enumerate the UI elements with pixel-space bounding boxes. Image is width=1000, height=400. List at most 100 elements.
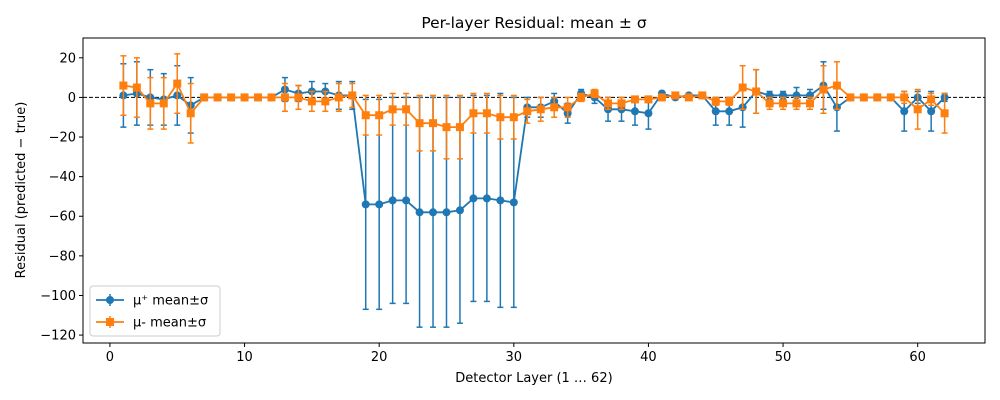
data-point xyxy=(738,83,747,92)
data-point xyxy=(886,93,895,102)
data-point xyxy=(859,93,868,102)
data-point xyxy=(577,93,586,102)
data-point xyxy=(240,93,249,102)
x-tick-label: 30 xyxy=(506,350,523,365)
data-point xyxy=(415,208,424,217)
legend-item-1: μ⁺ mean±σ xyxy=(96,294,208,309)
data-point xyxy=(280,93,289,102)
data-point xyxy=(792,99,801,108)
y-tick-label: 0 xyxy=(68,91,76,106)
plot-frame xyxy=(82,37,986,344)
data-point xyxy=(455,206,464,215)
legend-marker xyxy=(106,296,114,304)
y-tick-label: −120 xyxy=(40,329,76,344)
axes: 0 10 20 30 40 50 60 20 0 −20 −40 −60 −80 −100 −120 xyxy=(40,51,926,365)
data-point xyxy=(779,99,788,108)
data-point xyxy=(644,109,653,118)
data-point xyxy=(227,93,236,102)
data-point xyxy=(348,91,357,100)
data-point xyxy=(711,107,720,116)
data-point xyxy=(402,105,411,114)
data-point xyxy=(375,111,384,120)
data-point xyxy=(173,79,182,88)
data-point xyxy=(765,99,774,108)
data-point xyxy=(563,103,572,112)
y-tick-label: −20 xyxy=(49,131,76,146)
data-point xyxy=(186,109,195,118)
data-point xyxy=(536,105,545,114)
x-tick-label: 20 xyxy=(371,350,388,365)
x-tick-label: 40 xyxy=(640,350,657,365)
data-point xyxy=(469,194,478,203)
data-point xyxy=(900,107,909,116)
data-point xyxy=(509,198,518,207)
x-tick-label: 60 xyxy=(909,350,926,365)
data-point xyxy=(119,81,128,90)
data-point xyxy=(388,105,397,114)
y-tick-label: −40 xyxy=(49,170,76,185)
legend-marker xyxy=(106,318,114,326)
x-tick-label: 50 xyxy=(775,350,792,365)
legend-box xyxy=(89,285,221,337)
data-point xyxy=(725,97,734,106)
data-point xyxy=(429,208,438,217)
legend: μ⁺ mean±σ μ- mean±σ xyxy=(89,285,221,337)
x-tick-label: 0 xyxy=(106,350,114,365)
data-point xyxy=(819,85,828,94)
data-point xyxy=(146,99,155,108)
series-2 xyxy=(119,53,949,160)
data-point xyxy=(132,83,141,92)
data-point xyxy=(496,113,505,122)
data-point xyxy=(496,196,505,205)
data-point xyxy=(254,93,263,102)
data-point xyxy=(375,200,384,209)
data-point xyxy=(455,123,464,132)
data-point xyxy=(684,93,693,102)
data-point xyxy=(698,91,707,100)
data-point xyxy=(213,93,222,102)
data-point xyxy=(617,99,626,108)
data-point xyxy=(388,196,397,205)
data-point xyxy=(913,105,922,114)
data-point xyxy=(630,95,639,104)
data-point xyxy=(523,107,532,116)
data-point xyxy=(630,107,639,116)
data-point xyxy=(657,93,666,102)
data-point xyxy=(334,93,343,102)
y-tick-label: −80 xyxy=(49,249,76,264)
data-point xyxy=(711,97,720,106)
data-point xyxy=(725,107,734,116)
data-point xyxy=(873,93,882,102)
y-tick-label: −60 xyxy=(49,210,76,225)
data-point xyxy=(590,89,599,98)
data-point xyxy=(832,81,841,90)
data-point xyxy=(307,97,316,106)
data-point xyxy=(752,87,761,96)
data-point xyxy=(469,109,478,118)
legend-label: μ⁺ mean±σ xyxy=(133,294,208,309)
data-point xyxy=(321,97,330,106)
legend-item-2: μ- mean±σ xyxy=(96,316,206,331)
data-point xyxy=(361,200,370,209)
data-point xyxy=(644,95,653,104)
data-point xyxy=(509,113,518,122)
y-axis-label: Residual (predicted − true) xyxy=(14,102,29,279)
data-point xyxy=(604,99,613,108)
y-tick-label: 20 xyxy=(59,51,76,66)
data-point xyxy=(294,93,303,102)
data-point xyxy=(671,91,680,100)
data-point xyxy=(482,109,491,118)
data-point xyxy=(402,196,411,205)
data-point xyxy=(429,119,438,128)
data-point xyxy=(900,93,909,102)
data-point xyxy=(200,93,209,102)
chart-title: Per-layer Residual: mean ± σ xyxy=(421,14,647,32)
data-point xyxy=(805,99,814,108)
data-point xyxy=(442,208,451,217)
data-point xyxy=(442,123,451,132)
legend-label: μ- mean±σ xyxy=(133,316,206,331)
x-tick-label: 10 xyxy=(236,350,253,365)
data-point xyxy=(927,107,936,116)
data-point xyxy=(940,109,949,118)
